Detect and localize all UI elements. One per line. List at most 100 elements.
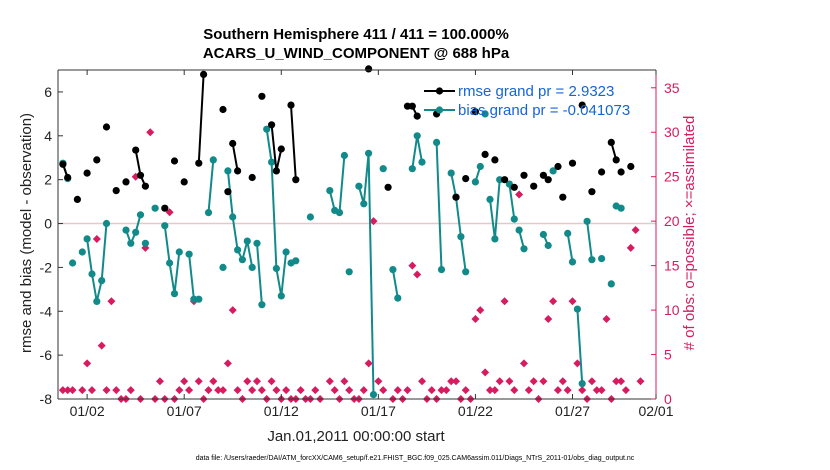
obs-marker: [272, 386, 281, 395]
bias-point: [170, 290, 179, 298]
rmse-line-segment: [197, 74, 205, 164]
rmse-series: [59, 65, 635, 212]
obs-marker: [194, 377, 203, 386]
bias-point: [568, 258, 577, 266]
rmse-point: [588, 188, 596, 196]
rmse-point: [607, 138, 615, 146]
rmse-point: [248, 173, 256, 182]
y-tick-label: -8: [40, 391, 53, 407]
bias-point: [583, 217, 591, 225]
bias-point: [486, 195, 494, 203]
obs-marker: [563, 386, 572, 395]
obs-marker: [345, 386, 354, 395]
obs-marker: [107, 297, 116, 306]
bias-point: [88, 270, 96, 278]
y-tick-label: 6: [44, 84, 52, 100]
rmse-point: [268, 121, 276, 129]
bias-point: [209, 156, 217, 164]
x-tick-label: 01/07: [167, 403, 202, 419]
bias-point: [292, 257, 300, 265]
bias-point: [229, 213, 237, 221]
obs-marker: [442, 386, 451, 395]
x-axis-label: Jan.01,2011 00:00:00 start: [267, 428, 445, 445]
obs-marker: [621, 386, 630, 395]
obs-marker: [209, 377, 218, 386]
bias-point: [520, 245, 528, 253]
rmse-point: [384, 183, 392, 191]
bias-point: [598, 255, 606, 263]
obs-marker: [447, 377, 456, 386]
bias-point: [151, 204, 159, 212]
bias-line-segment: [163, 225, 181, 294]
obs-marker: [505, 377, 514, 386]
obs-marker: [204, 386, 213, 395]
obs-marker: [223, 359, 232, 368]
bias-point: [253, 239, 261, 247]
bias-point: [219, 263, 227, 271]
rmse-point: [277, 145, 285, 153]
rmse-point: [627, 162, 635, 171]
legend-bias-marker: [435, 106, 444, 114]
obs-marker: [102, 386, 111, 395]
obs-marker: [68, 386, 77, 395]
rmse-point: [544, 176, 552, 184]
rmse-point: [539, 171, 548, 179]
rmse-point: [598, 168, 606, 176]
bias-line-segment: [125, 214, 142, 246]
obs-marker: [592, 386, 601, 395]
bias-point: [544, 241, 552, 250]
rmse-point: [510, 183, 518, 191]
rmse-point: [132, 146, 140, 154]
obs-marker: [180, 377, 189, 386]
bias-point: [471, 178, 479, 186]
y-tick-label: 2: [44, 172, 52, 188]
x-tick-label: 02/01: [638, 403, 673, 419]
y-tick-label: 0: [44, 216, 52, 232]
obs-marker: [248, 386, 257, 395]
rmse-point: [195, 159, 203, 167]
obs-marker: [364, 359, 373, 368]
bias-point: [277, 292, 285, 300]
obs-marker: [257, 386, 266, 395]
rmse-point: [568, 159, 577, 167]
obs-marker: [636, 377, 645, 386]
rmse-point: [180, 178, 188, 186]
bias-line-segment: [207, 159, 215, 213]
obs-marker: [340, 377, 349, 386]
x-tick-label: 01/17: [361, 403, 396, 419]
bias-point: [122, 226, 130, 234]
bias-point: [510, 215, 518, 223]
obs-marker: [626, 243, 635, 252]
bias-point: [340, 151, 348, 160]
bias-point: [564, 229, 572, 237]
rmse-point: [73, 195, 81, 203]
bias-point: [491, 235, 499, 243]
rmse-point: [272, 167, 280, 175]
rmse-point: [413, 112, 421, 120]
bias-point: [447, 169, 455, 177]
y-tick-label: 4: [44, 128, 52, 144]
obs-marker: [573, 359, 582, 368]
rmse-point: [501, 176, 509, 184]
legend-rmse-marker: [435, 87, 444, 95]
y-right-tick-label: 10: [664, 302, 680, 318]
rmse-point: [234, 167, 242, 175]
bias-series: [59, 110, 625, 399]
bias-point: [93, 297, 101, 305]
obs-marker: [214, 386, 223, 395]
bias-point: [238, 256, 246, 264]
rmse-point: [365, 65, 373, 73]
obs-marker: [544, 314, 553, 323]
obs-marker: [602, 314, 611, 323]
obs-marker: [155, 377, 164, 386]
bias-point: [369, 391, 378, 399]
bias-point: [394, 294, 402, 302]
y-axis-label: rmse and bias (model - observation): [18, 113, 35, 353]
rmse-point: [491, 156, 499, 164]
bias-point: [204, 209, 213, 217]
obs-marker: [83, 359, 92, 368]
rmse-point: [612, 156, 620, 164]
rmse-point: [136, 171, 145, 179]
obs-marker: [461, 386, 470, 395]
obs-marker: [146, 128, 155, 137]
